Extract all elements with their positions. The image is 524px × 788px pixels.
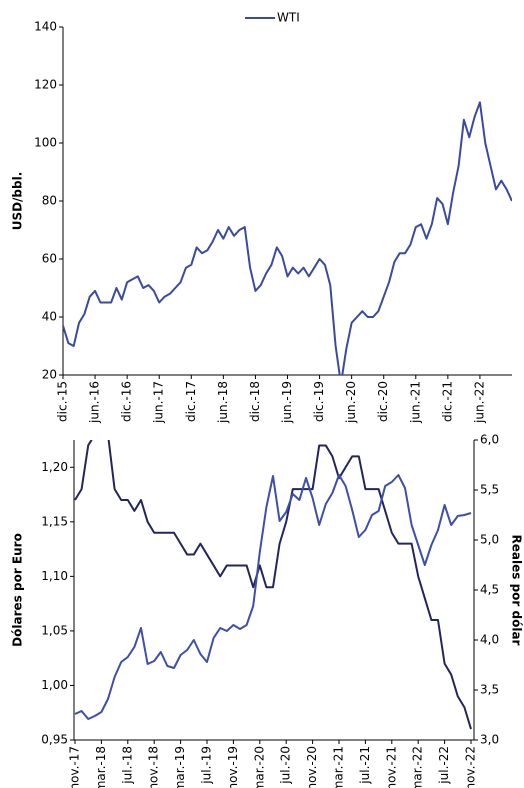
x-tick-label: nov.-20: [305, 746, 319, 788]
y2-tick-label: 4,0: [480, 633, 499, 647]
x-tick-label: mar.-21: [332, 746, 346, 788]
y2-tick-label: 6,0: [480, 433, 499, 447]
x-tick-label: mar.-20: [252, 746, 266, 788]
x-tick-label: jun.-16: [88, 381, 102, 424]
x-tick-label: nov.-17: [68, 746, 82, 788]
x-tick-label: dic.-19: [312, 381, 326, 422]
x-tick-label: jul.-20: [279, 746, 293, 785]
x-tick-label: jul.-21: [358, 746, 372, 785]
y-axis-title: USD/bbl.: [11, 172, 25, 231]
x-tick-label: nov.-21: [384, 746, 398, 788]
y2-tick-label: 5,5: [480, 483, 499, 497]
y2-tick-label: 3,5: [480, 683, 499, 697]
plot-area: [63, 101, 512, 375]
x-tick-label: dic.-17: [184, 381, 198, 422]
y-tick-label: 1,20: [41, 460, 68, 474]
plot-area: [74, 440, 472, 730]
x-tick-label: nov.-18: [147, 746, 161, 788]
x-tick-label: jul.-19: [200, 746, 214, 785]
x-tick-label: jun.-21: [408, 381, 422, 424]
series-line: [74, 474, 472, 720]
x-tick-label: nov.-19: [226, 746, 240, 788]
y-tick-label: 40: [42, 310, 57, 324]
y-tick-label: 140: [34, 20, 57, 34]
x-tick-label: dic.-15: [56, 381, 70, 422]
y2-tick-label: 3,0: [480, 733, 499, 747]
y-tick-label: 100: [34, 136, 57, 150]
x-tick-label: dic.-21: [440, 381, 454, 422]
x-tick-label: nov.-22: [464, 746, 478, 788]
x-tick-label: dic.-20: [376, 381, 390, 422]
x-tick-label: jun.-17: [152, 381, 166, 424]
x-tick-label: mar.-22: [411, 746, 425, 788]
y-tick-label: 1,10: [41, 569, 68, 583]
y2-axis-title: Reales por dólar: [510, 535, 524, 646]
x-tick-label: dic.-16: [120, 381, 134, 422]
y2-tick-label: 4,5: [480, 583, 499, 597]
y-tick-label: 60: [42, 252, 57, 266]
y-tick-label: 1,15: [41, 514, 68, 528]
y-axis-title: Dólares por Euro: [11, 533, 25, 647]
x-tick-label: dic.-18: [248, 381, 262, 422]
series-line: [74, 440, 472, 730]
x-tick-label: mar.-18: [94, 746, 108, 788]
y-tick-label: 120: [34, 78, 57, 92]
y-tick-label: 20: [42, 368, 57, 382]
y-tick-label: 80: [42, 194, 57, 208]
x-tick-label: jun.-19: [280, 381, 294, 424]
x-tick-label: jul.-22: [437, 746, 451, 785]
x-tick-label: jun.-20: [344, 381, 358, 424]
series-line: [63, 101, 512, 375]
x-tick-label: jun.-22: [472, 381, 486, 424]
y-tick-label: 1,05: [41, 623, 68, 637]
y-tick-label: 0,95: [41, 733, 68, 747]
y-tick-label: 1,00: [41, 678, 68, 692]
y2-tick-label: 5,0: [480, 533, 499, 547]
legend-label: WTI: [277, 11, 300, 25]
x-tick-label: mar.-19: [173, 746, 187, 788]
x-tick-label: jul.-18: [120, 746, 134, 785]
x-tick-label: jun.-18: [216, 381, 230, 424]
